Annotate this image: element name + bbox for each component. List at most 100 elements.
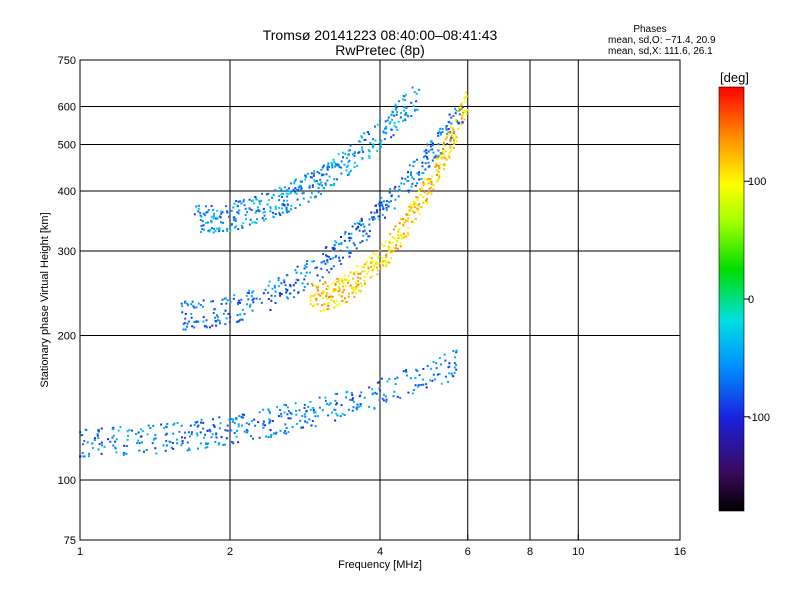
- echo-point: [323, 303, 326, 306]
- echo-point: [283, 199, 285, 202]
- echo-point: [344, 285, 347, 288]
- echo-point: [400, 182, 403, 185]
- echo-point: [232, 206, 235, 209]
- echo-point: [412, 220, 415, 223]
- echo-point: [305, 176, 308, 178]
- echo-point: [258, 200, 261, 203]
- echo-point: [274, 290, 277, 293]
- echo-point: [466, 109, 469, 111]
- echo-point: [300, 426, 303, 429]
- echo-point: [425, 386, 428, 389]
- echo-point: [451, 135, 454, 138]
- echo-point: [244, 214, 247, 217]
- echo-point: [372, 268, 375, 270]
- echo-point: [408, 189, 411, 192]
- echo-point: [205, 222, 208, 224]
- echo-point: [231, 420, 234, 423]
- echo-point: [239, 200, 242, 203]
- echo-point: [309, 271, 311, 274]
- echo-point: [277, 415, 280, 418]
- echo-point: [252, 437, 254, 440]
- echo-point: [301, 415, 304, 417]
- echo-point: [342, 256, 344, 259]
- echo-point: [434, 378, 437, 381]
- echo-point: [252, 297, 255, 300]
- echo-point: [225, 297, 227, 300]
- echo-point: [396, 240, 399, 243]
- echo-point: [295, 409, 298, 412]
- echo-point: [206, 429, 209, 432]
- echo-point: [391, 241, 394, 244]
- echo-point: [269, 207, 272, 210]
- echo-point: [211, 300, 214, 303]
- echo-point: [421, 187, 424, 190]
- echo-point: [382, 399, 385, 402]
- echo-point: [218, 319, 221, 322]
- echo-point: [398, 100, 400, 103]
- echo-point: [369, 142, 372, 144]
- echo-point: [371, 218, 374, 221]
- echo-point: [233, 219, 236, 221]
- echo-point: [228, 321, 231, 324]
- echo-point: [303, 278, 306, 281]
- echo-point: [359, 282, 362, 285]
- echo-point: [437, 149, 440, 152]
- echo-point: [176, 442, 179, 445]
- echo-point: [286, 195, 289, 198]
- echo-point: [352, 400, 355, 403]
- echo-point: [188, 447, 190, 450]
- echo-point: [306, 421, 309, 424]
- echo-point: [326, 285, 329, 287]
- echo-point: [387, 205, 390, 208]
- echo-point: [212, 231, 215, 234]
- echo-point: [364, 138, 367, 141]
- colorbar-tick-label: -100: [748, 412, 770, 424]
- echo-point: [384, 216, 386, 219]
- echo-point: [459, 123, 462, 125]
- echo-point: [274, 213, 277, 215]
- echo-point: [285, 290, 288, 293]
- x-tick-label: 2: [227, 546, 233, 558]
- x-tick-label: 6: [465, 546, 471, 558]
- echo-point: [313, 196, 316, 199]
- echo-point: [381, 243, 384, 246]
- echo-point: [250, 208, 253, 211]
- echo-point: [442, 168, 445, 171]
- echo-point: [309, 196, 312, 199]
- echo-point: [343, 163, 346, 166]
- echo-point: [454, 107, 456, 110]
- echo-point: [216, 217, 219, 220]
- echo-point: [461, 106, 464, 108]
- echo-point: [260, 200, 263, 202]
- echo-point: [382, 131, 385, 134]
- echo-point: [337, 290, 340, 293]
- echo-point: [454, 137, 457, 140]
- echo-point: [326, 292, 329, 294]
- echo-point: [381, 260, 384, 263]
- echo-point: [363, 275, 366, 278]
- echo-point: [339, 415, 342, 418]
- echo-point: [314, 195, 317, 198]
- echo-point: [348, 252, 351, 254]
- echo-point: [242, 222, 245, 225]
- echo-point: [383, 138, 386, 141]
- echo-point: [306, 282, 309, 285]
- echo-point: [453, 371, 456, 374]
- echo-point: [268, 280, 271, 283]
- echo-point: [322, 283, 325, 286]
- echo-point: [317, 415, 319, 418]
- echo-point: [447, 121, 450, 124]
- echo-point: [378, 387, 381, 390]
- echo-point: [455, 363, 458, 366]
- echo-point: [423, 191, 426, 194]
- echo-point: [224, 323, 227, 326]
- echo-point: [450, 137, 452, 140]
- echo-point: [237, 200, 240, 203]
- echo-point: [393, 121, 396, 124]
- echo-point: [278, 206, 281, 209]
- echo-point: [236, 211, 239, 214]
- echo-point: [245, 422, 248, 425]
- echo-point: [323, 260, 326, 263]
- echo-point: [459, 108, 461, 111]
- echo-point: [207, 229, 210, 232]
